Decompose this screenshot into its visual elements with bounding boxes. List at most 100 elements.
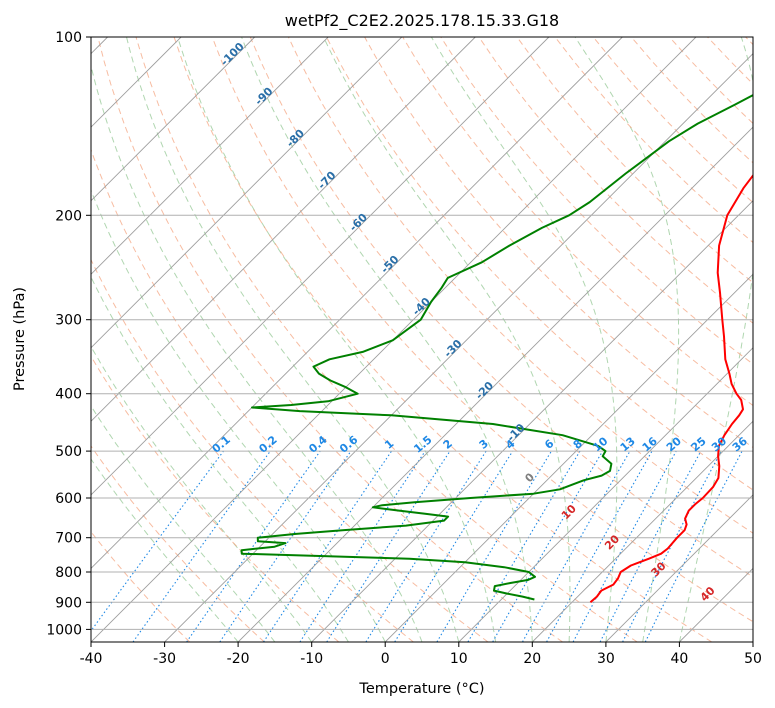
x-tick-label: 30 <box>597 651 615 667</box>
x-tick-label: 20 <box>523 651 541 667</box>
x-tick-label: -30 <box>153 651 176 667</box>
x-tick-label: 10 <box>450 651 468 667</box>
isotherm-line <box>91 37 550 496</box>
mixing-ratio-line <box>572 450 677 642</box>
plot-frame <box>90 36 754 643</box>
dry-adiabat-line <box>287 37 753 534</box>
moist-adiabat-line <box>177 37 497 642</box>
moist-adiabat-line <box>678 37 753 642</box>
y-tick-label: 300 <box>55 313 82 329</box>
moist-adiabat-label: 40 <box>698 584 718 604</box>
dry-adiabat-label: -100 <box>218 40 247 69</box>
mixing-ratio-label: 8 <box>571 437 585 452</box>
isotherm-line <box>311 200 753 642</box>
mixing-ratio-line <box>394 450 514 642</box>
mixing-ratio-line <box>91 450 224 632</box>
y-tick-label: 1000 <box>46 622 82 638</box>
moist-adiabat-line <box>574 37 680 642</box>
moist-adiabat-label: 0 <box>522 470 537 485</box>
moist-adiabat-line <box>126 37 460 642</box>
y-tick-label: 700 <box>55 531 82 547</box>
moist-adiabat-line <box>91 458 239 642</box>
y-tick-label: 600 <box>55 491 82 507</box>
dry-adiabats <box>91 37 753 642</box>
x-tick-label: 40 <box>670 651 688 667</box>
dry-adiabat-line <box>745 37 753 46</box>
pressure-gridlines <box>91 37 753 630</box>
mixing-ratio-label: 2 <box>441 437 455 452</box>
mixing-ratio-label: 0.1 <box>210 433 233 455</box>
temperature-profile-line <box>589 173 753 604</box>
x-axis: -40 -30 -20 -10 0 10 20 30 40 50 <box>80 642 762 667</box>
mixing-ratio-line <box>263 450 392 642</box>
dry-adiabat-label: -80 <box>284 127 307 150</box>
moist-adiabat-line <box>91 275 349 642</box>
dry-adiabat-line <box>211 37 753 623</box>
mixing-ratio-label: 3 <box>477 437 491 452</box>
x-tick-label: -40 <box>80 651 103 667</box>
dry-adiabat-label: -50 <box>378 253 401 276</box>
isotherm-line <box>91 37 329 275</box>
dry-adiabat-label: -60 <box>347 211 370 234</box>
isotherms <box>91 37 753 642</box>
dewpoint-profile-line <box>240 93 753 601</box>
y-tick-label: 200 <box>55 208 82 224</box>
mixing-ratio-label: 0.6 <box>337 433 361 456</box>
x-tick-label: 50 <box>744 651 762 667</box>
isotherm-line <box>531 420 753 642</box>
mixing-ratio-label: 0.4 <box>306 433 330 456</box>
isotherm-line <box>752 641 753 642</box>
x-tick-label: 0 <box>381 651 390 667</box>
mixing-ratio-line <box>546 450 653 642</box>
dry-adiabat-label: -30 <box>441 337 464 360</box>
moist-adiabat-label: 10 <box>559 502 579 522</box>
y-tick-label: 900 <box>55 595 82 611</box>
x-tick-label: -20 <box>227 651 250 667</box>
reference-labels: 0.1 0.2 0.4 0.6 1 1.5 2 3 4 6 8 10 13 16 20 25 30 36-100-… <box>210 40 751 604</box>
x-tick-label: -10 <box>300 651 323 667</box>
isotherm-line <box>237 126 753 642</box>
moist-adiabat-line <box>91 64 423 642</box>
dry-adiabat-label: -70 <box>315 169 338 192</box>
dry-adiabat-line <box>173 37 713 642</box>
dry-adiabat-line <box>97 37 563 642</box>
dry-adiabat-label: -20 <box>473 379 496 402</box>
mixing-ratio-label: 1.5 <box>411 433 434 455</box>
moist-adiabats <box>91 37 753 642</box>
dry-adiabat-line <box>91 258 414 642</box>
isotherm-line <box>91 37 476 422</box>
y-tick-label: 100 <box>55 30 82 46</box>
dry-adiabat-line <box>516 37 753 284</box>
mixing-ratio-line <box>644 450 743 642</box>
mixing-ratio-line <box>132 450 271 642</box>
isotherm-line <box>605 494 753 642</box>
mixing-ratio-line <box>186 450 321 642</box>
isotherm-line <box>91 37 623 570</box>
series-group <box>240 93 753 604</box>
dry-adiabat-line <box>669 37 753 125</box>
moist-adiabat-label: 30 <box>649 559 669 579</box>
dry-adiabat-label: -40 <box>410 295 433 318</box>
isotherm-line <box>91 37 256 202</box>
x-axis-title: Temperature (°C) <box>358 681 484 697</box>
moist-adiabat-line <box>91 405 276 642</box>
dry-adiabat-label: -90 <box>252 84 275 107</box>
mixing-ratio-line <box>522 450 631 642</box>
isotherm-line <box>458 347 753 642</box>
mixing-ratio-line <box>365 450 487 642</box>
dry-adiabat-line <box>249 37 753 578</box>
dry-adiabat-line <box>326 37 753 491</box>
dry-adiabat-line <box>707 37 753 85</box>
y-tick-label: 400 <box>55 387 82 403</box>
mixing-ratio-line <box>467 450 581 642</box>
isotherm-line <box>91 37 403 349</box>
y-tick-label: 800 <box>55 565 82 581</box>
moist-adiabat-line <box>323 37 571 642</box>
dry-adiabat-line <box>91 531 191 642</box>
isotherm-line <box>384 273 753 642</box>
mixing-ratio-line <box>326 450 451 642</box>
moist-adiabat-line <box>91 345 313 642</box>
y-tick-label: 500 <box>55 444 82 460</box>
dry-adiabat-line <box>91 355 340 642</box>
